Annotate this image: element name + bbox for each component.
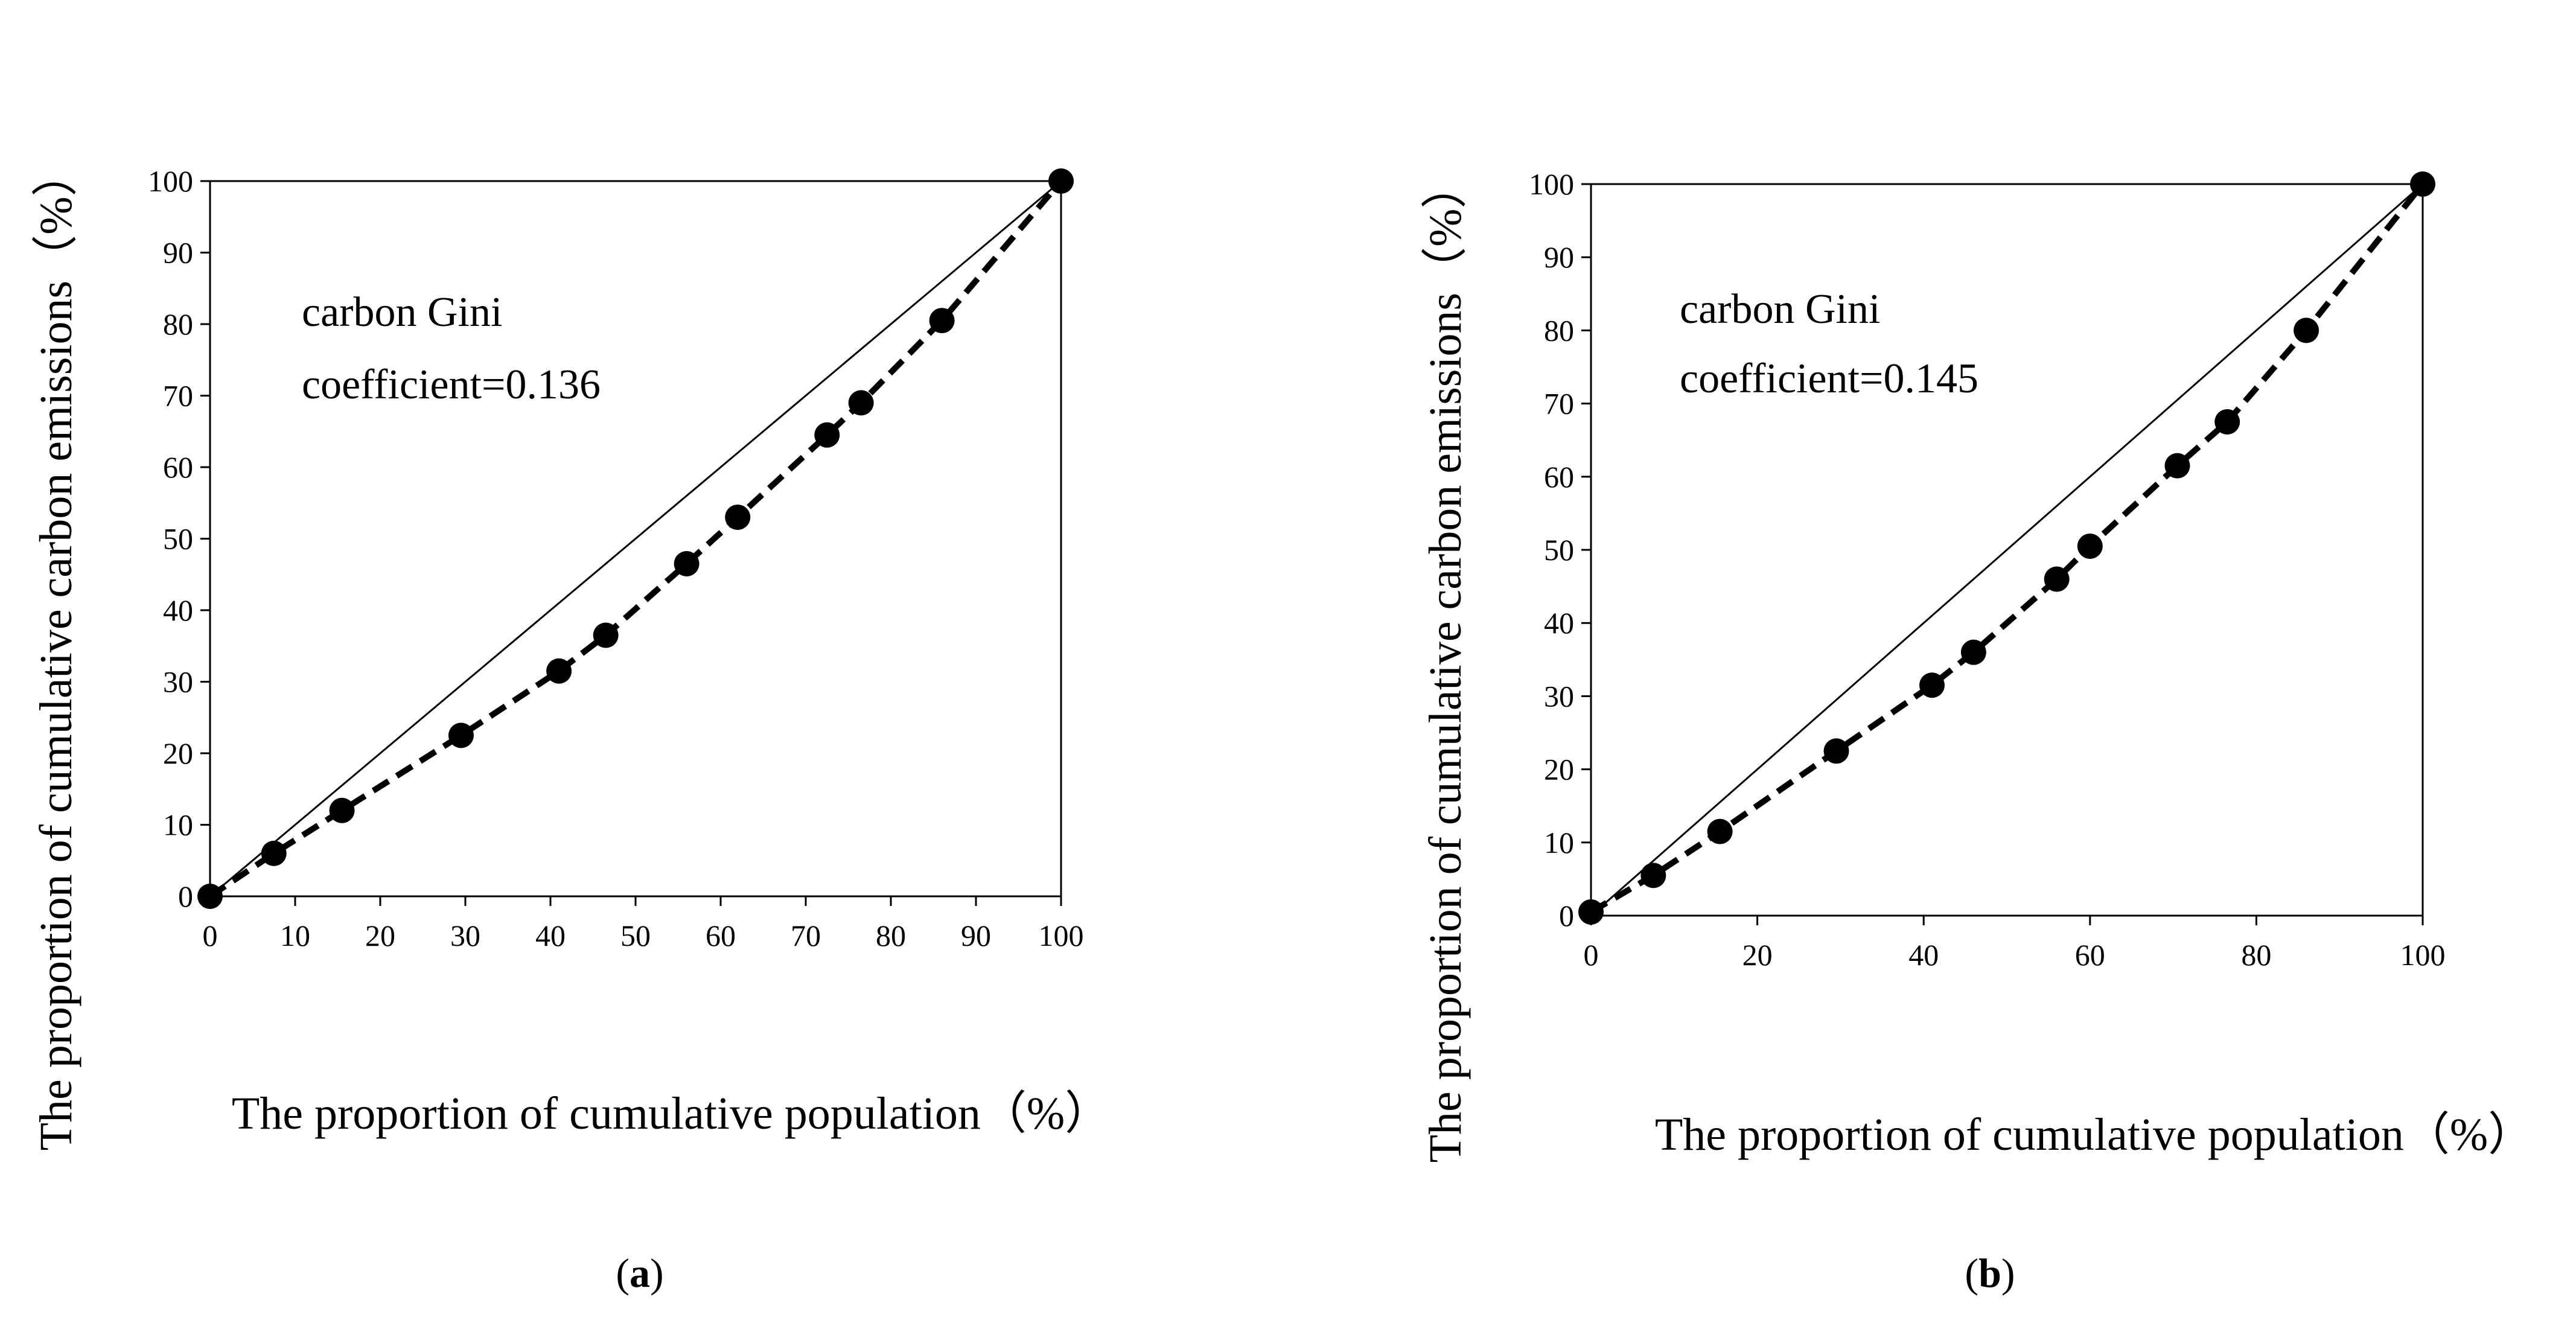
y-tick-label: 40 [1544, 606, 1574, 640]
x-tick-label: 100 [2400, 938, 2446, 972]
lorenz-data-point [1048, 168, 1074, 194]
x-tick-label: 20 [1742, 938, 1773, 972]
y-tick-label: 30 [163, 665, 193, 699]
x-tick-label: 20 [365, 919, 395, 952]
y-tick-label: 70 [1544, 387, 1574, 421]
y-tick-label: 20 [1544, 753, 1574, 786]
x-tick-label: 10 [280, 919, 310, 952]
chart-panel-a: 0 10 20 30 40 50 60 70 80 90 100 0 10 20 30 40 50 60 70 80 9… [31, 151, 1111, 1296]
lorenz-data-point [1960, 639, 1986, 665]
equality-line [1590, 183, 2423, 917]
gini-annotation-line-2: coefficient=0.145 [1680, 356, 1978, 402]
y-tick-label: 60 [1544, 460, 1574, 494]
gini-annotation-line-1: carbon Gini [302, 289, 502, 336]
y-axis-title: The proportion of cumulative carbon emis… [1420, 163, 1471, 1163]
y-tick-label: 10 [163, 808, 193, 842]
y-tick-label: 70 [163, 379, 193, 413]
y-tick-label: 40 [163, 593, 193, 627]
y-tick-label: 0 [178, 879, 193, 913]
x-axis-title: The proportion of cumulative population（… [1655, 1109, 2534, 1160]
x-tick-label: 60 [706, 919, 736, 952]
x-tick-label: 80 [876, 919, 906, 952]
lorenz-data-point [329, 797, 355, 823]
lorenz-data-point [448, 722, 474, 748]
y-tick-label: 80 [163, 307, 193, 341]
x-tick-label: 0 [1584, 938, 1599, 972]
x-tick-label: 80 [2241, 938, 2271, 972]
y-tick-label: 0 [1559, 899, 1574, 933]
lorenz-curve-line [208, 179, 1063, 899]
lorenz-data-point [1578, 899, 1604, 925]
y-tick-label: 10 [1544, 826, 1574, 859]
y-tick-label: 20 [163, 736, 193, 770]
y-tick-label: 100 [1529, 167, 1574, 201]
y-axis-title: The proportion of cumulative carbon emis… [31, 151, 81, 1151]
lorenz-data-point [2044, 566, 2070, 592]
panel-label-a: (a) [616, 1250, 663, 1296]
x-tick-label: 100 [1039, 919, 1084, 952]
panel-label-b: (b) [1965, 1250, 2015, 1296]
gini-annotation-line-1: carbon Gini [1680, 286, 1880, 333]
x-tick-label: 50 [620, 919, 651, 952]
equality-line [209, 180, 1062, 898]
lorenz-data-point [674, 550, 700, 576]
lorenz-data-point [261, 840, 287, 866]
lorenz-data-point [593, 622, 619, 648]
y-tick-label: 60 [163, 450, 193, 484]
y-tick-label: 80 [1544, 313, 1574, 347]
lorenz-data-point [725, 504, 751, 530]
gini-annotation-line-2: coefficient=0.136 [302, 362, 601, 408]
lorenz-data-point [1823, 738, 1849, 764]
x-axis-title: The proportion of cumulative population（… [232, 1088, 1111, 1139]
lorenz-data-point [929, 308, 955, 334]
x-tick-label: 90 [961, 919, 991, 952]
lorenz-data-point [2164, 453, 2190, 479]
lorenz-data-point [2214, 409, 2240, 435]
y-tick-label: 30 [1544, 679, 1574, 713]
y-tick-label: 90 [1544, 240, 1574, 274]
x-tick-label: 0 [203, 919, 218, 952]
lorenz-data-point [1640, 863, 1666, 888]
lorenz-data-point [1919, 672, 1945, 698]
lorenz-data-point [2410, 171, 2435, 197]
lorenz-data-point [848, 390, 874, 416]
y-tick-label: 50 [163, 522, 193, 556]
x-tick-label: 60 [2075, 938, 2105, 972]
lorenz-data-point [1707, 818, 1733, 844]
lorenz-data-point [2294, 317, 2319, 343]
lorenz-data-point [814, 422, 840, 448]
x-tick-label: 40 [1908, 938, 1939, 972]
y-tick-label: 90 [163, 236, 193, 270]
x-tick-label: 70 [791, 919, 821, 952]
lorenz-data-point [2077, 533, 2103, 559]
x-tick-label: 30 [450, 919, 480, 952]
x-tick-label: 40 [535, 919, 566, 952]
chart-panel-b: 0 10 20 30 40 50 60 70 80 90 100 0 20 40 60 80 100 carbo… [1420, 163, 2534, 1296]
lorenz-data-point [546, 658, 572, 684]
y-tick-label: 50 [1544, 533, 1574, 567]
y-tick-label: 100 [148, 164, 193, 198]
